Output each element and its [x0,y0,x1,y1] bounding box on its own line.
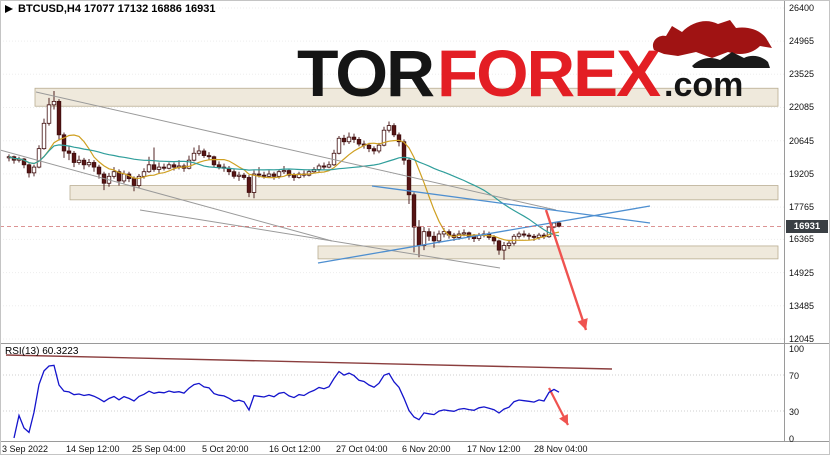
trendline[interactable] [139,209,501,269]
zone-support-lower[interactable] [317,245,779,260]
trendline[interactable] [317,205,651,264]
torforex-watermark: TOR FOREX .com [297,20,772,110]
current-price-badge: 16931 [786,219,828,233]
zone-resistance-upper[interactable] [34,87,779,107]
symbol-info: BTCUSD,H4 17077 17132 16886 16931 [5,3,216,15]
chart-symbol-icon [5,4,13,13]
trendline[interactable] [0,149,333,242]
trendline[interactable] [5,354,613,370]
rsi-indicator-label: RSI(13) 60.3223 [5,346,79,357]
moving-average-lines [8,134,560,242]
forecast-arrow [544,209,588,331]
symbol-ohlc-text: BTCUSD,H4 17077 17132 16886 16931 [18,3,216,15]
rsi-line [13,364,560,439]
candlesticks [6,91,562,260]
trendline[interactable] [371,185,651,224]
watermark-tor: TOR [297,36,434,110]
trendlines[interactable] [0,91,651,370]
watermark-forex: FOREX [437,36,661,110]
bull-bear-logo-icon [652,20,772,68]
trendline[interactable] [35,91,557,211]
forecast-arrows [544,209,588,426]
forecast-arrow [548,387,569,426]
watermark-com: .com [664,66,743,104]
